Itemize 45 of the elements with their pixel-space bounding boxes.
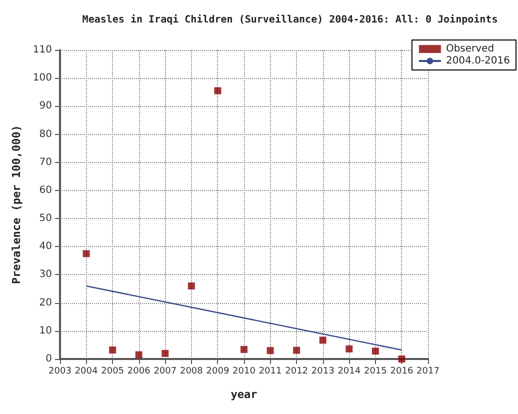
- x-tick-label: 2017: [416, 366, 440, 376]
- x-tick-label: 2005: [101, 366, 124, 376]
- y-tick-label: 70: [39, 156, 52, 168]
- x-tick-label: 2007: [154, 366, 177, 376]
- x-tick-label: 2003: [48, 366, 72, 376]
- x-tick-label: 2015: [364, 366, 387, 376]
- point: [109, 346, 116, 354]
- point: [346, 345, 353, 352]
- x-tick-label: 2004: [74, 366, 98, 376]
- x-tick-label: 2006: [127, 366, 151, 376]
- y-tick-label: 100: [32, 72, 52, 84]
- y-tick-label: 10: [39, 325, 52, 336]
- y-tick-label: 40: [39, 241, 52, 252]
- x-tick-label: 2016: [390, 366, 414, 376]
- point: [319, 336, 326, 344]
- y-tick-label: 50: [39, 213, 52, 224]
- legend-label: Observed: [446, 44, 494, 54]
- y-axis-title: Prevalence (per 100,000): [10, 125, 23, 284]
- x-axis-title: year: [230, 388, 258, 401]
- point: [398, 356, 406, 362]
- point: [188, 282, 195, 290]
- point: [162, 350, 169, 357]
- y-tick-label: 90: [39, 100, 52, 112]
- y-tick-label: 110: [32, 44, 52, 56]
- x-tick-label: 2014: [338, 366, 361, 376]
- x-tick-label: 2011: [258, 366, 282, 376]
- point: [372, 348, 379, 355]
- y-tick-label: 20: [39, 297, 52, 308]
- y-tick-label: 30: [39, 269, 52, 280]
- x-tick-label: 2010: [232, 366, 256, 376]
- point: [240, 346, 248, 353]
- point: [266, 347, 274, 354]
- point: [135, 351, 142, 358]
- legend-label: 2004.0-2016: [446, 56, 510, 66]
- chart-title: Measles in Iraqi Children (Surveillance) 2004-2016: All: 0 Joinpoints: [82, 14, 498, 26]
- x-tick-label: 2012: [285, 366, 308, 376]
- y-tick-label: 60: [39, 184, 52, 196]
- point: [214, 87, 222, 94]
- x-tick-label: 2009: [206, 366, 230, 376]
- point: [82, 250, 90, 258]
- point: [293, 346, 300, 354]
- y-tick-label: 0: [46, 354, 52, 364]
- y-tick-label: 80: [39, 128, 52, 140]
- x-tick-label: 2008: [180, 366, 204, 376]
- x-tick-label: 2013: [311, 366, 334, 376]
